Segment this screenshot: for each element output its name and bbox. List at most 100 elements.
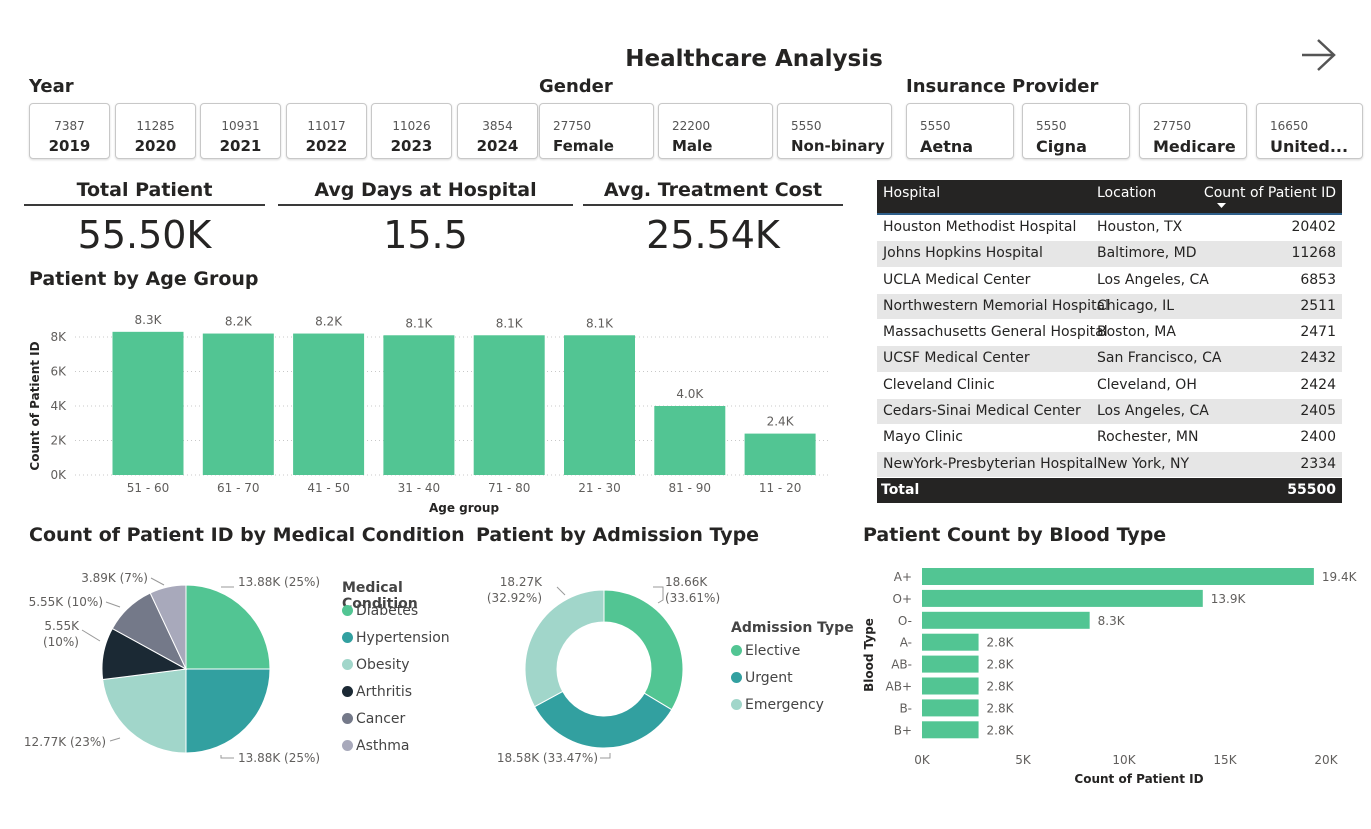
legend-item-obesity[interactable]: Obesity — [342, 657, 409, 673]
insurance-count: 5550 — [1036, 119, 1067, 133]
year-label: 2023 — [390, 137, 433, 155]
column-header-location[interactable]: Location — [1097, 185, 1157, 201]
legend-marker — [342, 686, 353, 697]
right-arrow-icon[interactable] — [1298, 36, 1338, 74]
table-row[interactable]: Massachusetts General Hospital Boston, MA… — [877, 320, 1342, 347]
data-label: 13.9K — [1211, 592, 1247, 606]
slice-label: 18.58K (33.47%) — [497, 751, 598, 765]
bar — [744, 433, 816, 475]
cell-count: 2400 — [1300, 429, 1336, 446]
year-tile-2020[interactable]: 11285 2020 — [115, 103, 196, 159]
y-tick-label: B+ — [894, 723, 912, 737]
cell-hospital: Massachusetts General Hospital — [883, 324, 1108, 341]
data-label: 2.8K — [987, 636, 1015, 650]
legend-marker — [342, 632, 353, 643]
blood-type-bar-chart: 0K 5K 10K 15K 20K 19.4K A+ 13.9K O+ 8.3K O- 2.8K A- 2… — [862, 568, 1358, 786]
legend-title: Medical Condition — [342, 580, 418, 612]
cell-hospital: Cleveland Clinic — [883, 376, 995, 393]
legend-marker — [342, 659, 353, 670]
table-row[interactable]: UCLA Medical Center Los Angeles, CA 6853 — [877, 268, 1342, 294]
cell-hospital: Northwestern Memorial Hospital — [883, 297, 1110, 314]
cell-count: 2405 — [1300, 403, 1336, 420]
x-tick-label: 21 - 30 — [578, 481, 621, 495]
bar — [922, 589, 1203, 607]
legend-marker — [342, 740, 353, 751]
slice-label: 18.27K — [500, 575, 543, 589]
legend-marker — [731, 645, 742, 656]
insurance-tile-medicare[interactable]: 27750 Medicare — [1139, 103, 1247, 159]
cell-location: New York, NY — [1097, 455, 1190, 472]
cell-location: Baltimore, MD — [1097, 245, 1197, 262]
gender-tile-female[interactable]: 27750 Female — [539, 103, 654, 159]
table-row[interactable]: Cedars-Sinai Medical Center Los Angeles, … — [877, 399, 1342, 426]
page-title: Healthcare Analysis — [625, 46, 883, 72]
legend-item-emergency[interactable]: Emergency — [731, 697, 824, 713]
legend-item-cancer[interactable]: Cancer — [342, 711, 405, 727]
y-tick-label: O+ — [893, 592, 913, 606]
leader-line — [150, 577, 165, 586]
condition-chart-title: Count of Patient ID by Medical Condition — [29, 524, 465, 546]
insurance-tile-cigna[interactable]: 5550 Cigna — [1022, 103, 1130, 159]
table-row[interactable]: UCSF Medical Center San Francisco, CA 2432 — [877, 346, 1342, 373]
slice-label: 13.88K (25%) — [238, 575, 320, 589]
slice-label: 3.89K (7%) — [81, 571, 148, 585]
leader-line — [653, 586, 664, 604]
y-tick-label: AB- — [891, 658, 912, 672]
bar — [922, 655, 979, 673]
insurance-tile-united[interactable]: 16650 United... — [1256, 103, 1363, 159]
table-row[interactable]: Cleveland Clinic Cleveland, OH 2424 — [877, 373, 1342, 400]
bar — [922, 677, 979, 695]
legend-label: Arthritis — [356, 684, 413, 700]
data-label: 8.2K — [315, 315, 343, 329]
cell-location: Boston, MA — [1097, 324, 1176, 341]
bar — [654, 406, 726, 475]
legend-item-asthma[interactable]: Asthma — [342, 738, 409, 754]
bar — [922, 721, 979, 739]
table-row[interactable]: Johns Hopkins Hospital Baltimore, MD 11268 — [877, 241, 1342, 268]
legend-label: Obesity — [356, 657, 410, 673]
year-slicer-title: Year — [29, 76, 74, 97]
year-tile-2022[interactable]: 11017 2022 — [286, 103, 367, 159]
legend-item-diabetes[interactable]: Diabetes — [342, 603, 418, 619]
x-tick-label: 61 - 70 — [217, 481, 260, 495]
total-label: Total — [881, 481, 920, 498]
legend-item-arthritis[interactable]: Arthritis — [342, 684, 412, 700]
cell-hospital: Houston Methodist Hospital — [883, 219, 1077, 235]
x-tick-label: 11 - 20 — [759, 481, 802, 495]
legend-item-elective[interactable]: Elective — [731, 643, 800, 659]
admission-legend: Admission Type Elective Urgent Emergency — [731, 620, 861, 730]
column-header-count[interactable]: Count of Patient ID — [1203, 185, 1336, 201]
insurance-label: Cigna — [1036, 137, 1087, 156]
year-tile-2019[interactable]: 7387 2019 — [29, 103, 110, 159]
year-tile-2021[interactable]: 10931 2021 — [200, 103, 281, 159]
age-chart-title: Patient by Age Group — [29, 268, 259, 290]
insurance-tile-aetna[interactable]: 5550 Aetna — [906, 103, 1014, 159]
year-count: 7387 — [54, 119, 85, 133]
legend-marker — [731, 672, 742, 683]
table-row[interactable]: Northwestern Memorial Hospital Chicago, I… — [877, 293, 1342, 321]
gender-tile-nonbinary[interactable]: 5550 Non-binary — [777, 103, 892, 159]
table-row[interactable]: Mayo Clinic Rochester, MN 2400 — [877, 425, 1342, 452]
column-header-hospital[interactable]: Hospital — [883, 185, 941, 201]
bar — [112, 331, 184, 475]
data-label: 2.8K — [987, 680, 1015, 694]
legend-title: Admission Type — [731, 620, 854, 636]
blood-chart-title: Patient Count by Blood Type — [863, 524, 1167, 546]
cell-hospital: NewYork-Presbyterian Hospital — [883, 455, 1098, 472]
legend-label: Diabetes — [356, 603, 419, 619]
year-tile-2024[interactable]: 3854 2024 — [457, 103, 538, 159]
data-label: 8.1K — [405, 316, 433, 330]
gender-tile-male[interactable]: 22200 Male — [658, 103, 773, 159]
year-tile-2023[interactable]: 11026 2023 — [371, 103, 452, 159]
bar — [293, 333, 365, 475]
insurance-label: United... — [1270, 137, 1349, 156]
cell-location: San Francisco, CA — [1097, 350, 1222, 367]
legend-item-hypertension[interactable]: Hypertension — [342, 630, 450, 646]
table-row[interactable]: NewYork-Presbyterian Hospital New York, N… — [877, 451, 1342, 478]
slice-label: (33.61%) — [665, 591, 720, 605]
table-row[interactable]: Houston Methodist Hospital Houston, TX 204… — [877, 215, 1342, 242]
x-tick-label: 15K — [1213, 753, 1237, 767]
legend-marker — [342, 713, 353, 724]
y-tick-label: 2K — [50, 434, 67, 448]
legend-item-urgent[interactable]: Urgent — [731, 670, 793, 686]
